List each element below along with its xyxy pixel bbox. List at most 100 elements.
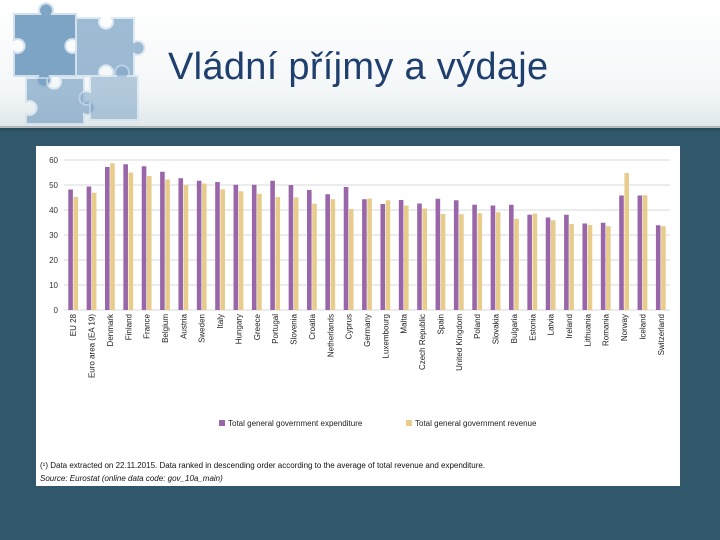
revenue-bar xyxy=(275,197,281,310)
expenditure-bar xyxy=(490,205,496,310)
expenditure-bar xyxy=(637,195,643,310)
x-tick-label: EU 28 xyxy=(69,313,78,336)
y-tick-label: 50 xyxy=(49,181,58,190)
revenue-bar xyxy=(73,197,79,310)
revenue-bar xyxy=(569,224,574,310)
revenue-bar xyxy=(550,220,556,310)
legend-label-expenditure: Total general government expenditure xyxy=(228,419,363,428)
revenue-bar xyxy=(293,197,299,310)
legend-label-revenue: Total general government revenue xyxy=(415,419,537,428)
expenditure-bar xyxy=(123,164,128,310)
y-tick-label: 10 xyxy=(49,281,58,290)
revenue-bar xyxy=(110,163,115,310)
expenditure-bar xyxy=(582,223,588,310)
x-tick-label: Euro area (EA 19) xyxy=(88,314,97,378)
x-tick-label: Romania xyxy=(602,313,611,346)
bar-chart: 0 10 20 30 40 50 60 EU 28 Euro area (EA 19) Denma… xyxy=(49,156,670,428)
revenue-bar xyxy=(422,208,427,310)
expenditure-bar xyxy=(362,199,367,310)
legend-swatch-revenue xyxy=(406,420,412,426)
expenditure-bar xyxy=(196,180,202,310)
expenditure-bar xyxy=(655,225,661,310)
revenue-bar xyxy=(257,193,262,310)
expenditure-bar xyxy=(600,222,606,310)
expenditure-bar xyxy=(325,194,330,310)
expenditure-bar xyxy=(380,204,386,310)
banner-shadow xyxy=(0,126,720,132)
x-tick-label: Spain xyxy=(436,314,445,334)
x-tick-label: Austria xyxy=(179,313,188,338)
x-tick-label: Poland xyxy=(473,314,482,339)
revenue-bar xyxy=(514,218,519,310)
revenue-bar xyxy=(532,213,538,310)
x-tick-label: Malta xyxy=(400,313,409,333)
revenue-bar xyxy=(661,226,666,310)
expenditure-bar xyxy=(472,204,477,310)
y-tick-label: 60 xyxy=(49,156,58,165)
revenue-bar xyxy=(440,214,446,310)
revenue-bar xyxy=(624,173,629,310)
y-tick-label: 0 xyxy=(54,306,59,315)
expenditure-bar xyxy=(343,187,349,310)
x-tick-label: Hungary xyxy=(234,314,243,344)
x-tick-label: Denmark xyxy=(106,313,115,346)
y-tick-label: 20 xyxy=(49,256,58,265)
expenditure-bar xyxy=(545,217,551,310)
x-tick-label: Croatia xyxy=(308,313,317,339)
expenditure-bar xyxy=(619,195,624,310)
revenue-bar xyxy=(606,226,611,310)
revenue-bar xyxy=(385,200,391,310)
chart-source: Source: Eurostat (online data code: gov_… xyxy=(40,474,223,483)
x-tick-label: Czech Republic xyxy=(418,314,427,370)
expenditure-bar xyxy=(251,184,257,310)
expenditure-bar xyxy=(233,184,239,310)
x-tick-label: Latvia xyxy=(547,313,556,335)
revenue-bar xyxy=(220,189,225,310)
x-tick-label: Norway xyxy=(620,314,629,341)
x-tick-label: Netherlands xyxy=(326,314,335,357)
x-tick-label: Italy xyxy=(216,314,225,329)
x-tick-label: Iceland xyxy=(638,314,647,340)
expenditure-bar xyxy=(105,167,110,310)
x-tick-label: Ireland xyxy=(565,314,574,338)
slide-title: Vládní příjmy a výdaje xyxy=(168,46,549,88)
x-tick-label: Slovakia xyxy=(492,313,501,344)
revenue-bar xyxy=(495,212,501,310)
expenditure-bar xyxy=(68,189,73,310)
revenue-bar xyxy=(91,192,97,310)
revenue-bar xyxy=(146,176,152,310)
expenditure-bar xyxy=(509,204,514,310)
x-tick-label: Switzerland xyxy=(657,314,666,355)
x-tick-label: Cyprus xyxy=(345,314,354,339)
expenditure-bar xyxy=(215,182,220,310)
revenue-bar xyxy=(238,191,244,310)
expenditure-bar xyxy=(398,200,404,310)
revenue-bar xyxy=(404,205,409,310)
revenue-bar xyxy=(183,185,189,310)
expenditure-bar xyxy=(86,186,92,310)
chart-panel: 0 10 20 30 40 50 60 EU 28 Euro area (EA 19) Denma… xyxy=(36,146,680,486)
expenditure-bar xyxy=(178,178,184,310)
chart-footnote: (¹) Data extracted on 22.11.2015. Data r… xyxy=(40,461,486,470)
expenditure-bar xyxy=(270,180,275,310)
y-tick-label: 40 xyxy=(49,206,58,215)
x-tick-label: Lithuania xyxy=(583,313,592,346)
expenditure-bar xyxy=(288,185,294,310)
revenue-bar xyxy=(642,195,648,310)
revenue-bar xyxy=(477,213,483,310)
revenue-bar xyxy=(459,214,464,310)
revenue-bar xyxy=(348,209,354,310)
x-tick-label: Slovenia xyxy=(290,313,299,344)
revenue-bar xyxy=(587,225,593,310)
revenue-bar xyxy=(202,183,207,310)
x-tick-label: Sweden xyxy=(198,314,207,343)
expenditure-bar xyxy=(564,214,569,310)
expenditure-bar xyxy=(307,190,312,310)
puzzle-decoration-icon xyxy=(13,2,146,125)
revenue-bar xyxy=(330,199,336,310)
expenditure-bar xyxy=(141,166,147,310)
x-tick-label: Belgium xyxy=(161,314,170,343)
x-tick-label: France xyxy=(143,313,152,338)
x-tick-label: Greece xyxy=(253,313,262,340)
revenue-bar xyxy=(165,179,170,310)
